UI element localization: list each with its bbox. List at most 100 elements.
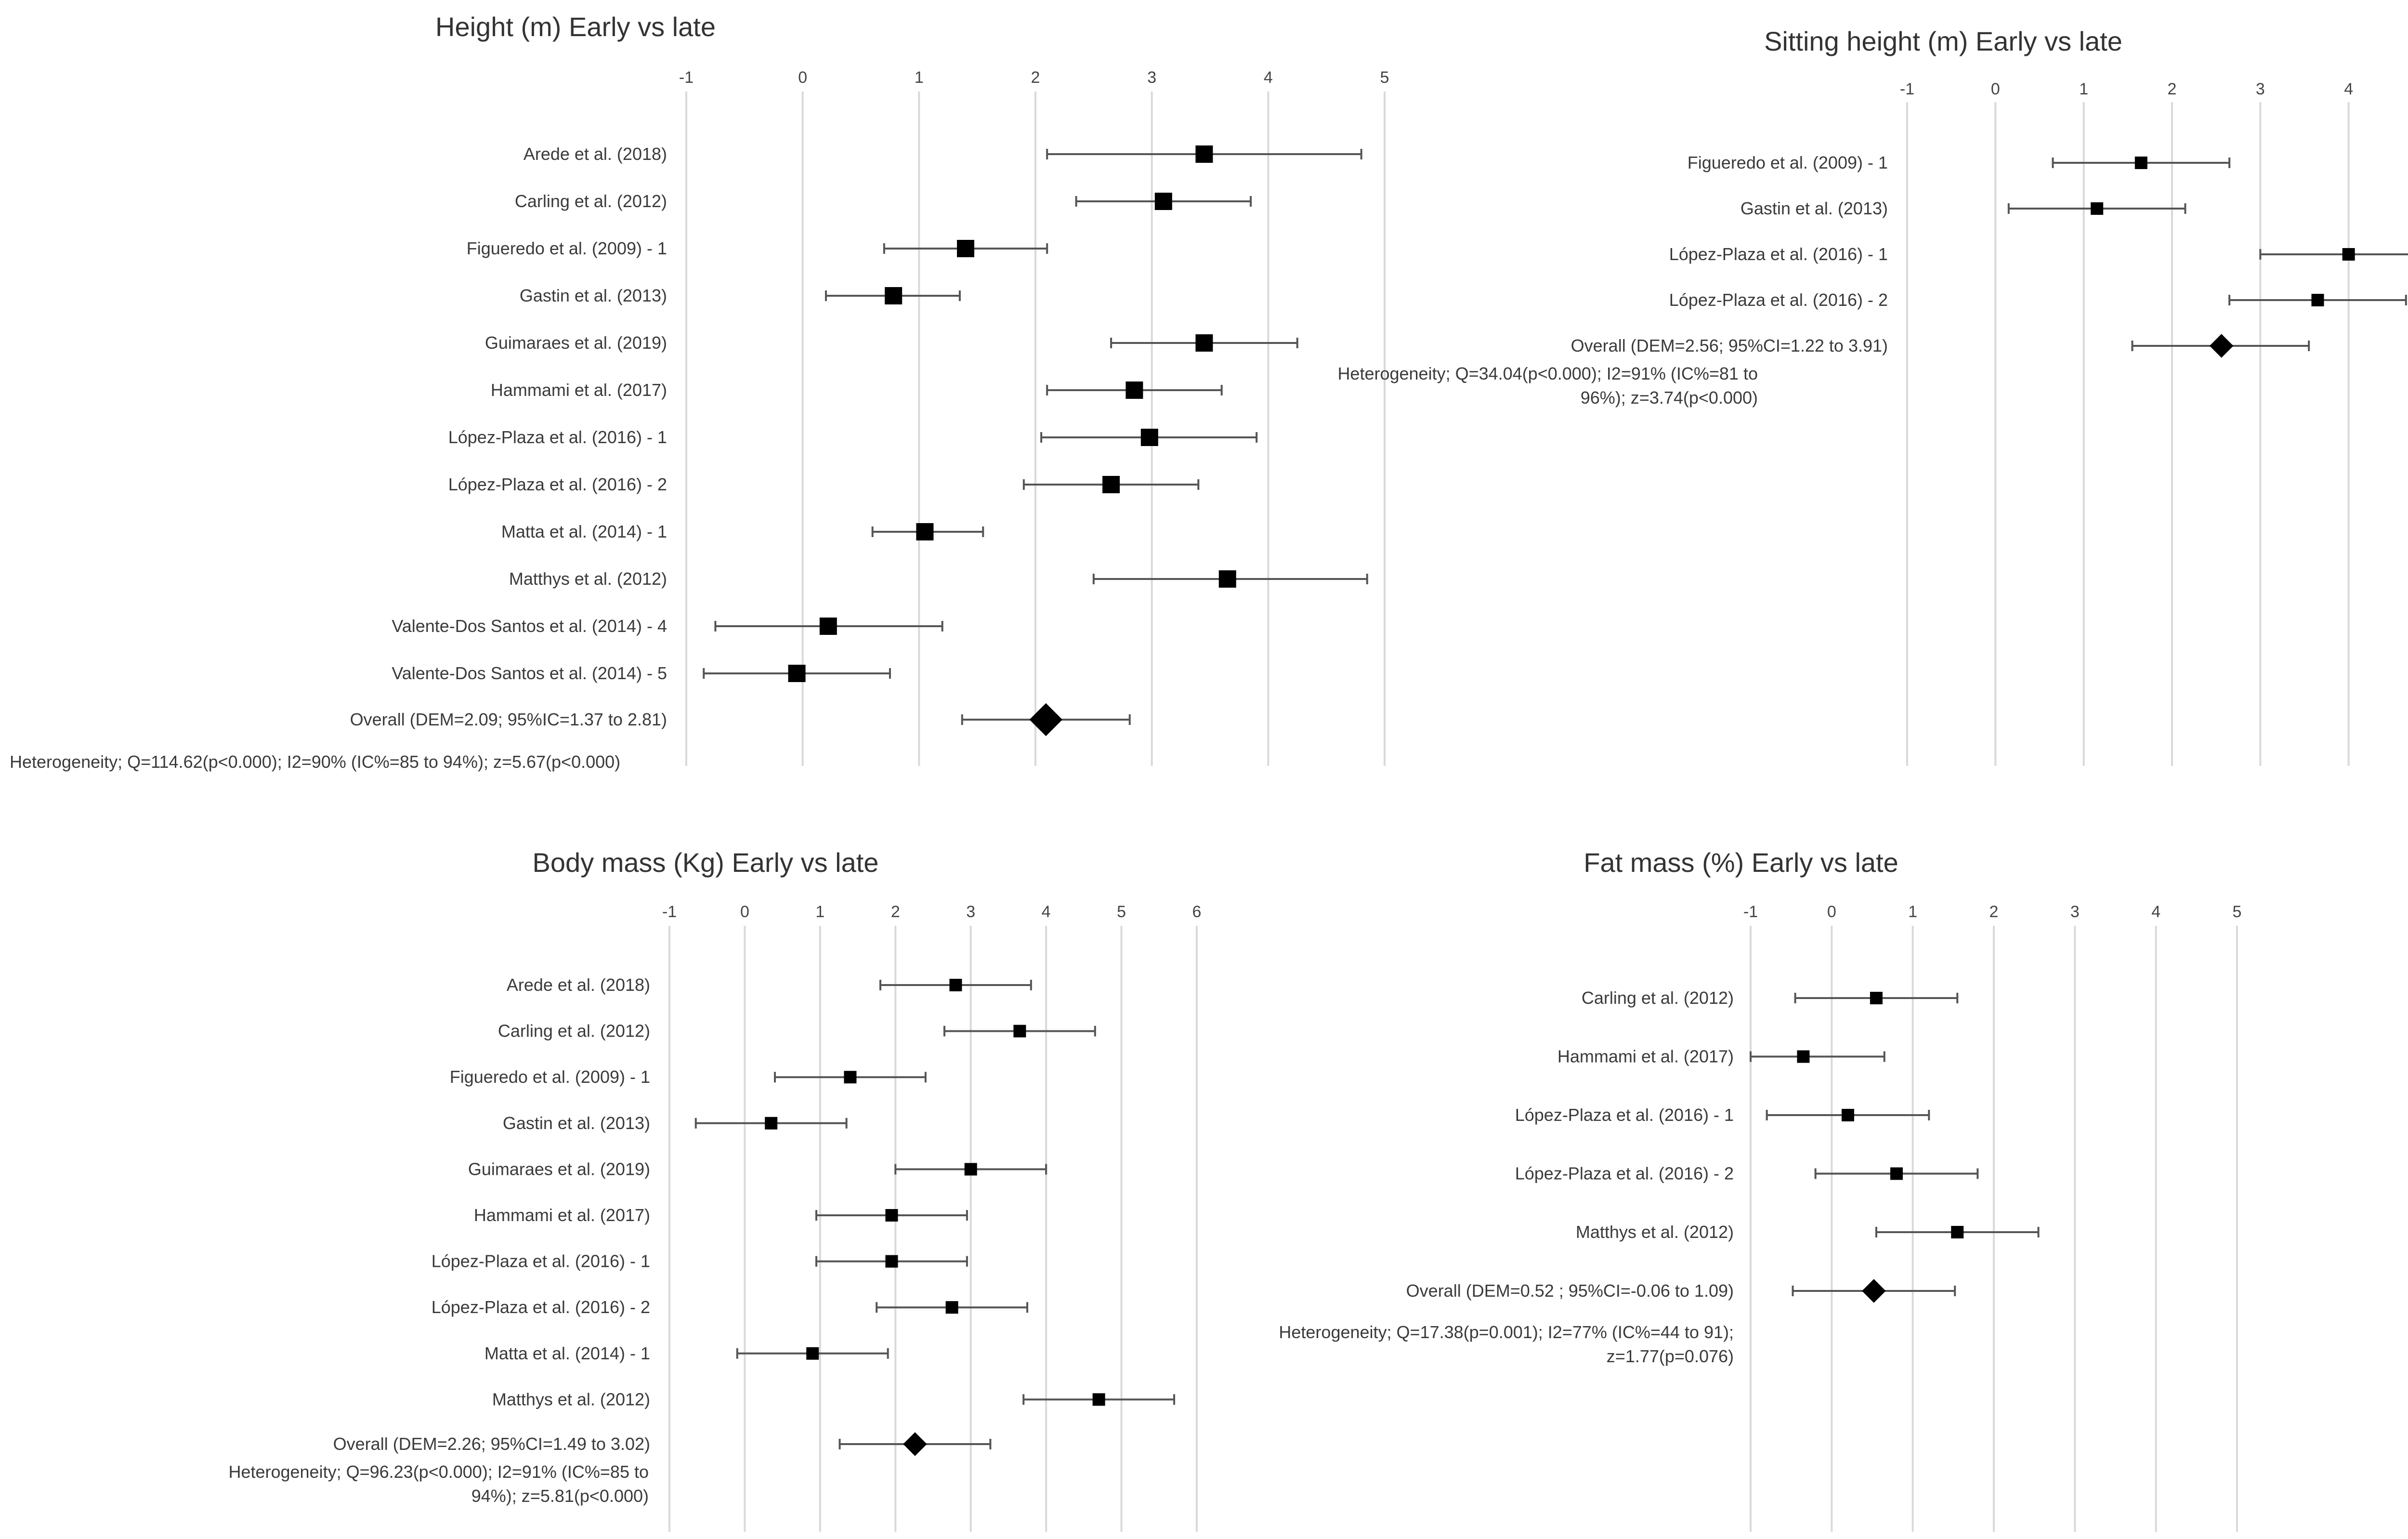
overall-diamond [2209, 334, 2234, 358]
panel-sitting-height: Sitting height (m) Early vs late -1 0 1 2 3 4 5… [1337, 26, 2408, 766]
study-row: Guimaraes et al. (2019) [468, 1159, 1047, 1179]
study-row: Matthys et al. (2012) [1576, 1222, 2040, 1242]
overall-row: Overall (DEM=2.26; 95%CI=1.49 to 3.02) [333, 1432, 992, 1456]
study-label: Gastin et al. (2013) [503, 1113, 650, 1133]
study-label: López-Plaza et al. (2016) - 1 [1515, 1105, 1734, 1125]
effect-marker [916, 523, 934, 540]
study-label: López-Plaza et al. (2016) - 2 [448, 474, 667, 494]
study-row: Carling et al. (2012) [515, 191, 1252, 211]
heterogeneity-text: Heterogeneity; Q=17.38(p=0.001); I2=77% … [1279, 1322, 1734, 1342]
tick-label: 3 [2070, 903, 2080, 921]
effect-marker [1890, 1167, 1903, 1180]
study-row: Hammami et al. (2017) [474, 1205, 968, 1225]
study-label: Guimaraes et al. (2019) [468, 1159, 650, 1179]
overall-row: Overall (DEM=2.56; 95%CI=1.22 to 3.91) [1571, 334, 2310, 358]
overall-row: Overall (DEM=0.52 ; 95%CI=-0.06 to 1.09) [1406, 1279, 1956, 1303]
tick-label: 0 [1827, 903, 1836, 921]
tick-label: 6 [1192, 903, 1202, 921]
effect-marker [819, 618, 837, 635]
overall-diamond [903, 1432, 927, 1456]
study-label: Hammami et al. (2017) [474, 1205, 650, 1225]
tick-label: 4 [1264, 68, 1273, 87]
overall-diamond [1029, 703, 1062, 737]
study-row: Valente-Dos Santos et al. (2014) - 5 [392, 663, 891, 683]
heterogeneity-text: Heterogeneity; Q=34.04(p<0.000); I2=91% … [1337, 364, 1758, 383]
heterogeneity-text: Heterogeneity; Q=96.23(p<0.000); I2=91% … [228, 1462, 649, 1482]
study-row: López-Plaza et al. (2016) - 2 [1669, 290, 2407, 310]
study-label: Gastin et al. (2013) [520, 286, 667, 305]
effect-marker [885, 1209, 898, 1222]
study-label: Matta et al. (2014) - 1 [501, 522, 667, 541]
study-row: Gastin et al. (2013) [503, 1113, 848, 1133]
tick-label: 4 [1042, 903, 1051, 921]
tick-label: 2 [891, 903, 900, 921]
study-row: López-Plaza et al. (2016) - 1 [432, 1251, 968, 1271]
effect-marker [788, 665, 806, 682]
chart-title: Fat mass (%) Early vs late [1584, 847, 1898, 878]
study-row: Matta et al. (2014) - 1 [501, 522, 984, 541]
effect-marker [1195, 334, 1213, 352]
effect-marker [1195, 145, 1213, 163]
study-label: Carling et al. (2012) [1582, 988, 1734, 1008]
effect-marker [1218, 570, 1236, 588]
panel-height: Height (m) Early vs late -1 0 1 2 3 4 5 Arede et… [10, 12, 1389, 772]
study-row: Matta et al. (2014) - 1 [484, 1343, 889, 1363]
tick-label: 2 [2168, 80, 2177, 98]
study-label: Figueredo et al. (2009) - 1 [450, 1067, 650, 1087]
tick-label: -1 [662, 903, 677, 921]
study-row: Hammami et al. (2017) [1557, 1047, 1885, 1066]
study-label: Carling et al. (2012) [498, 1021, 650, 1041]
tick-label: 3 [966, 903, 975, 921]
study-row: Figueredo et al. (2009) - 1 [467, 238, 1048, 258]
study-label: Guimaraes et al. (2019) [485, 333, 667, 353]
study-row: Matthys et al. (2012) [492, 1389, 1176, 1409]
overall-label: Overall (DEM=0.52 ; 95%CI=-0.06 to 1.09) [1406, 1281, 1734, 1301]
study-label: López-Plaza et al. (2016) - 1 [448, 427, 667, 447]
chart-title: Height (m) Early vs late [435, 12, 716, 42]
study-label: López-Plaza et al. (2016) - 1 [1669, 244, 1888, 264]
study-row: Arede et al. (2018) [523, 144, 1362, 164]
study-row: Guimaraes et al. (2019) [485, 333, 1298, 353]
tick-label: 2 [1989, 903, 1999, 921]
chart-title: Sitting height (m) Early vs late [1764, 26, 2122, 56]
study-row: Carling et al. (2012) [498, 1021, 1096, 1041]
chart-title: Body mass (Kg) Early vs late [533, 847, 879, 878]
tick-label: 1 [915, 68, 924, 87]
effect-marker [1013, 1025, 1026, 1038]
effect-marker [1102, 476, 1120, 493]
effect-marker [945, 1301, 958, 1314]
study-label: Matthys et al. (2012) [1576, 1222, 1734, 1242]
study-label: Matthys et al. (2012) [492, 1389, 650, 1409]
tick-label: 3 [2256, 80, 2265, 98]
study-label: López-Plaza et al. (2016) - 1 [432, 1251, 650, 1271]
study-label: Hammami et al. (2017) [1557, 1047, 1734, 1066]
effect-marker [1140, 429, 1158, 446]
study-label: Gastin et al. (2013) [1741, 198, 1888, 218]
study-row: Matthys et al. (2012) [509, 569, 1368, 589]
effect-marker [885, 287, 903, 304]
study-label: Hammami et al. (2017) [491, 380, 667, 400]
study-label: Valente-Dos Santos et al. (2014) - 4 [392, 616, 667, 636]
study-row: Carling et al. (2012) [1582, 988, 1959, 1008]
study-row: López-Plaza et al. (2016) - 2 [1515, 1164, 1979, 1184]
tick-label: 1 [2079, 80, 2088, 98]
tick-label: 2 [1031, 68, 1040, 87]
study-label: Figueredo et al. (2009) - 1 [467, 238, 667, 258]
study-row: Figueredo et al. (2009) - 1 [450, 1067, 927, 1087]
effect-marker [844, 1071, 857, 1084]
effect-marker [1797, 1050, 1810, 1063]
effect-marker [1951, 1226, 1964, 1238]
effect-marker [964, 1163, 977, 1176]
effect-marker [765, 1117, 778, 1130]
study-label: Matthys et al. (2012) [509, 569, 667, 589]
effect-marker [2134, 157, 2147, 169]
heterogeneity-text: 96%); z=3.74(p<0.000) [1581, 388, 1758, 408]
study-row: López-Plaza et al. (2016) - 1 [1515, 1105, 1930, 1125]
study-row: Gastin et al. (2013) [1741, 198, 2186, 218]
tick-label: 4 [2151, 903, 2160, 921]
effect-marker [1154, 193, 1172, 210]
effect-marker [806, 1347, 819, 1360]
study-row: López-Plaza et al. (2016) - 2 [432, 1297, 1029, 1317]
study-label: Figueredo et al. (2009) - 1 [1688, 153, 1888, 172]
